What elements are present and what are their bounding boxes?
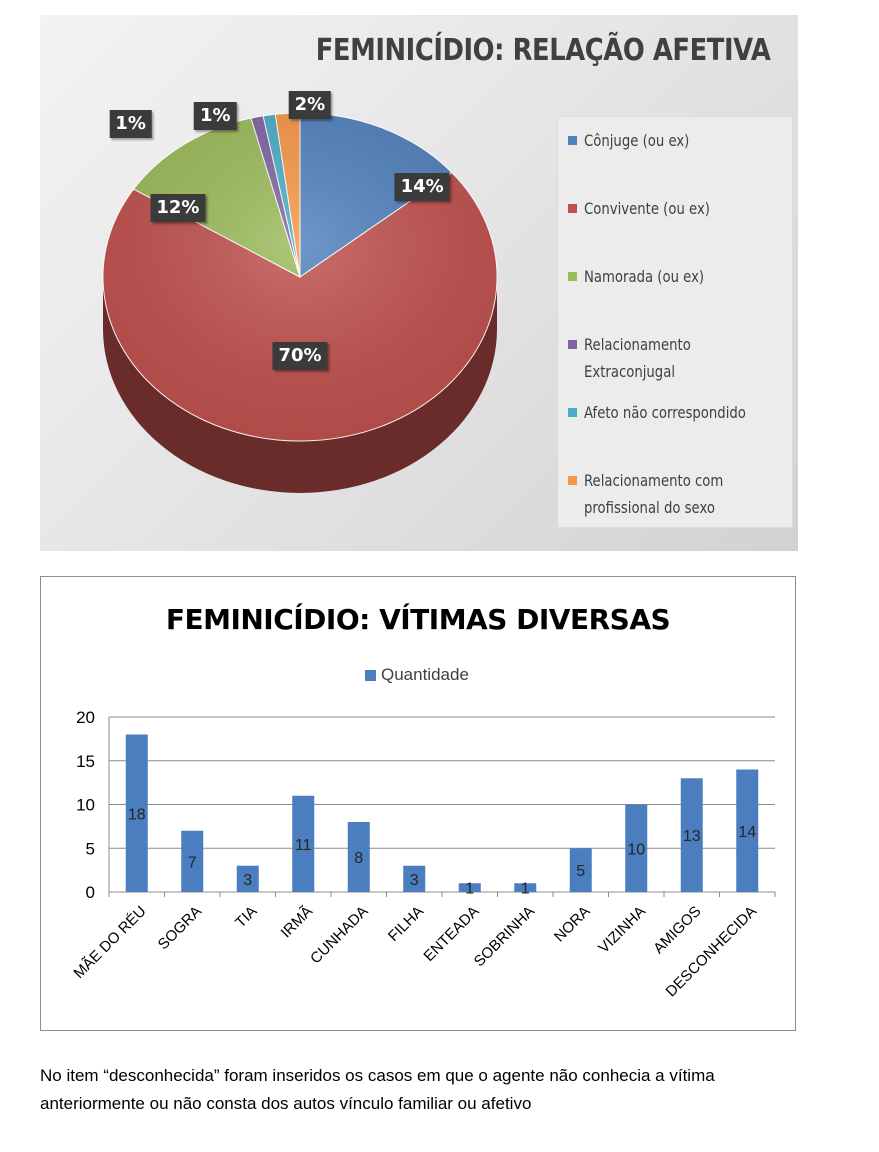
- legend-label: Convivente (ou ex): [584, 199, 710, 218]
- bar: [181, 830, 204, 892]
- bar: [514, 883, 537, 892]
- bar-data-label: 13: [683, 828, 701, 845]
- pie-legend-item: Relacionamento Extraconjugal: [568, 331, 790, 385]
- x-tick-label: SOBRINHA: [471, 903, 538, 970]
- footnote: No item “desconhecida” foram inseridos o…: [40, 1066, 715, 1113]
- bar-data-label: 1: [465, 881, 474, 898]
- bar-data-label: 5: [576, 863, 585, 880]
- legend-label: Namorada (ou ex): [584, 267, 705, 286]
- bar: [625, 804, 648, 892]
- pie-data-label: 12%: [150, 194, 206, 223]
- bar-data-label: 1: [521, 881, 530, 898]
- legend-swatch: [568, 476, 577, 485]
- x-tick-label: MÃE DO RÉU: [70, 903, 149, 982]
- pie-data-label: 1%: [109, 110, 152, 139]
- bar: [125, 734, 148, 892]
- legend-swatch: [568, 272, 577, 281]
- pie-legend-item: Convivente (ou ex): [568, 195, 790, 222]
- bar: [569, 848, 592, 892]
- y-tick-label: 5: [86, 839, 95, 858]
- y-tick-label: 0: [86, 883, 95, 902]
- bar: [736, 769, 759, 892]
- bar-data-label: 3: [410, 872, 419, 889]
- bar-legend: Quantidade: [365, 665, 469, 685]
- x-tick-label: SOGRA: [155, 903, 205, 953]
- pie-legend-item: Relacionamento com profissional do sexo: [568, 467, 790, 521]
- bar-data-label: 10: [627, 841, 645, 858]
- x-tick-label: TIA: [232, 903, 261, 932]
- pie-chart-panel: FEMINICÍDIO: RELAÇÃO AFETIVA 14% 70% 12% 1%…: [40, 15, 798, 551]
- legend-swatch: [568, 136, 577, 145]
- bar: [680, 778, 703, 892]
- x-tick-label: AMIGOS: [650, 903, 704, 957]
- x-tick-label: IRMÃ: [278, 903, 317, 942]
- legend-swatch: [568, 340, 577, 349]
- bar-data-label: 18: [128, 806, 146, 823]
- bar-data-label: 14: [738, 824, 756, 841]
- bar-chart-panel: FEMINICÍDIO: VÍTIMAS DIVERSAS Quantidade…: [40, 576, 796, 1031]
- x-tick-label: CUNHADA: [307, 903, 371, 967]
- legend-label: Relacionamento com profissional do sexo: [584, 471, 724, 517]
- legend-label: Relacionamento Extraconjugal: [584, 335, 691, 381]
- bar-data-label: 8: [354, 850, 363, 867]
- bar: [236, 865, 259, 892]
- pie-chart-title: FEMINICÍDIO: RELAÇÃO AFETIVA: [315, 33, 771, 68]
- legend-label: Afeto não correspondido: [584, 403, 746, 422]
- pie-legend-item: Namorada (ou ex): [568, 263, 790, 290]
- legend-swatch: [568, 408, 577, 417]
- pie-data-label: 2%: [288, 90, 332, 119]
- pie-data-label: 70%: [272, 341, 328, 370]
- pie-legend-item: Afeto não correspondido: [568, 399, 790, 426]
- pie-data-label: 14%: [394, 172, 450, 201]
- pie-data-label: 1%: [194, 102, 237, 131]
- y-tick-label: 20: [76, 708, 95, 727]
- bar: [347, 822, 370, 892]
- x-tick-label: FILHA: [385, 903, 427, 945]
- x-tick-label: NORA: [551, 903, 594, 946]
- bar-chart-title: FEMINICÍDIO: VÍTIMAS DIVERSAS: [165, 603, 671, 636]
- y-tick-label: 15: [76, 752, 95, 771]
- bar-data-label: 11: [295, 837, 312, 854]
- legend-swatch: [365, 670, 376, 681]
- bar: [458, 883, 481, 892]
- legend-swatch: [568, 204, 577, 213]
- pie-legend: Cônjuge (ou ex) Convivente (ou ex) Namorad…: [557, 116, 793, 528]
- legend-label: Quantidade: [381, 665, 469, 684]
- bar-data-label: 3: [243, 872, 252, 889]
- bar: [403, 865, 426, 892]
- y-tick-label: 10: [76, 796, 95, 815]
- pie-legend-item: Cônjuge (ou ex): [568, 127, 790, 154]
- bar-data-label: 7: [188, 854, 197, 871]
- bar: [292, 795, 315, 892]
- legend-label: Cônjuge (ou ex): [584, 131, 690, 150]
- x-tick-label: VIZINHA: [595, 903, 649, 957]
